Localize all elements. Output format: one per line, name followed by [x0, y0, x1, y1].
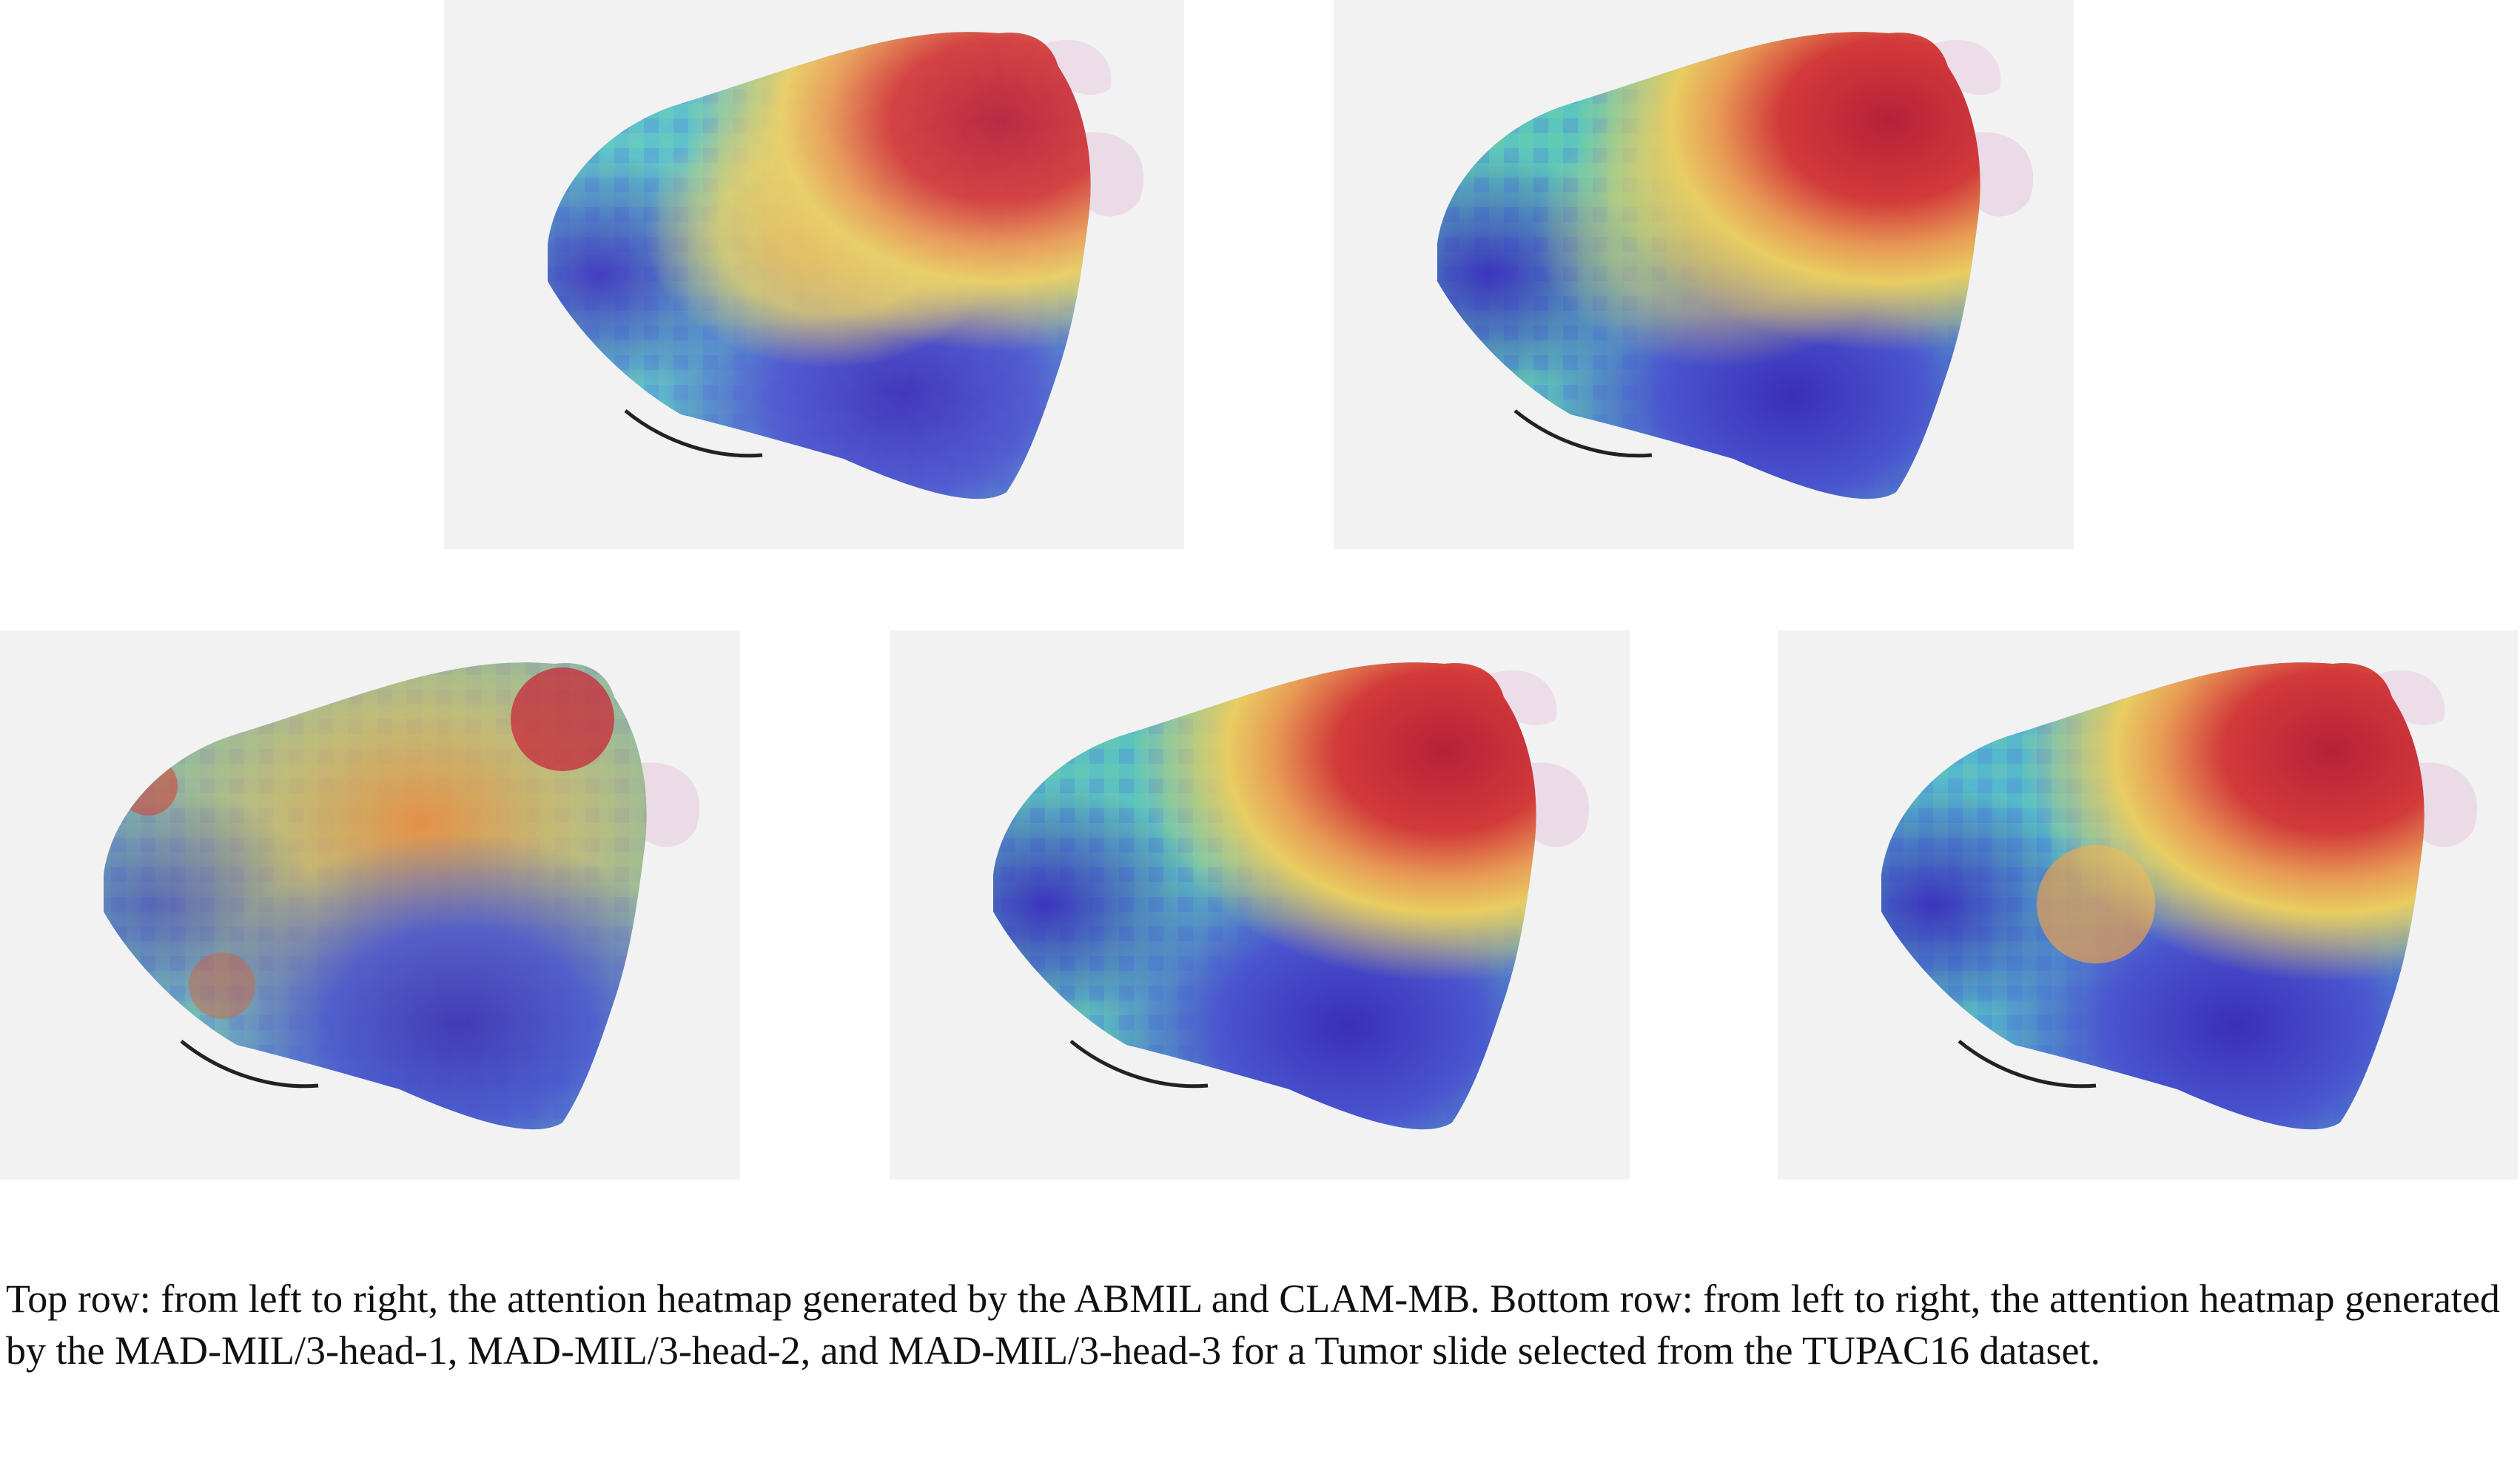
heatmap-panel-mad-mil-head-3 — [1778, 630, 2518, 1180]
heatmap-panel-clam-mb — [1334, 0, 2074, 549]
heatmap-panel-mad-mil-head-2 — [890, 630, 1630, 1180]
heatmap-panel-mad-mil-head-1 — [0, 630, 740, 1180]
attention-heatmap-image — [0, 630, 740, 1180]
attention-heatmap-image — [444, 0, 1184, 549]
heatmap-panel-abmil — [444, 0, 1184, 549]
attention-heatmap-image — [1778, 630, 2518, 1180]
figure-caption: Top row: from left to right, the attenti… — [6, 1276, 2500, 1373]
attention-heatmap-image — [890, 630, 1630, 1180]
attention-heatmap-image — [1334, 0, 2074, 549]
